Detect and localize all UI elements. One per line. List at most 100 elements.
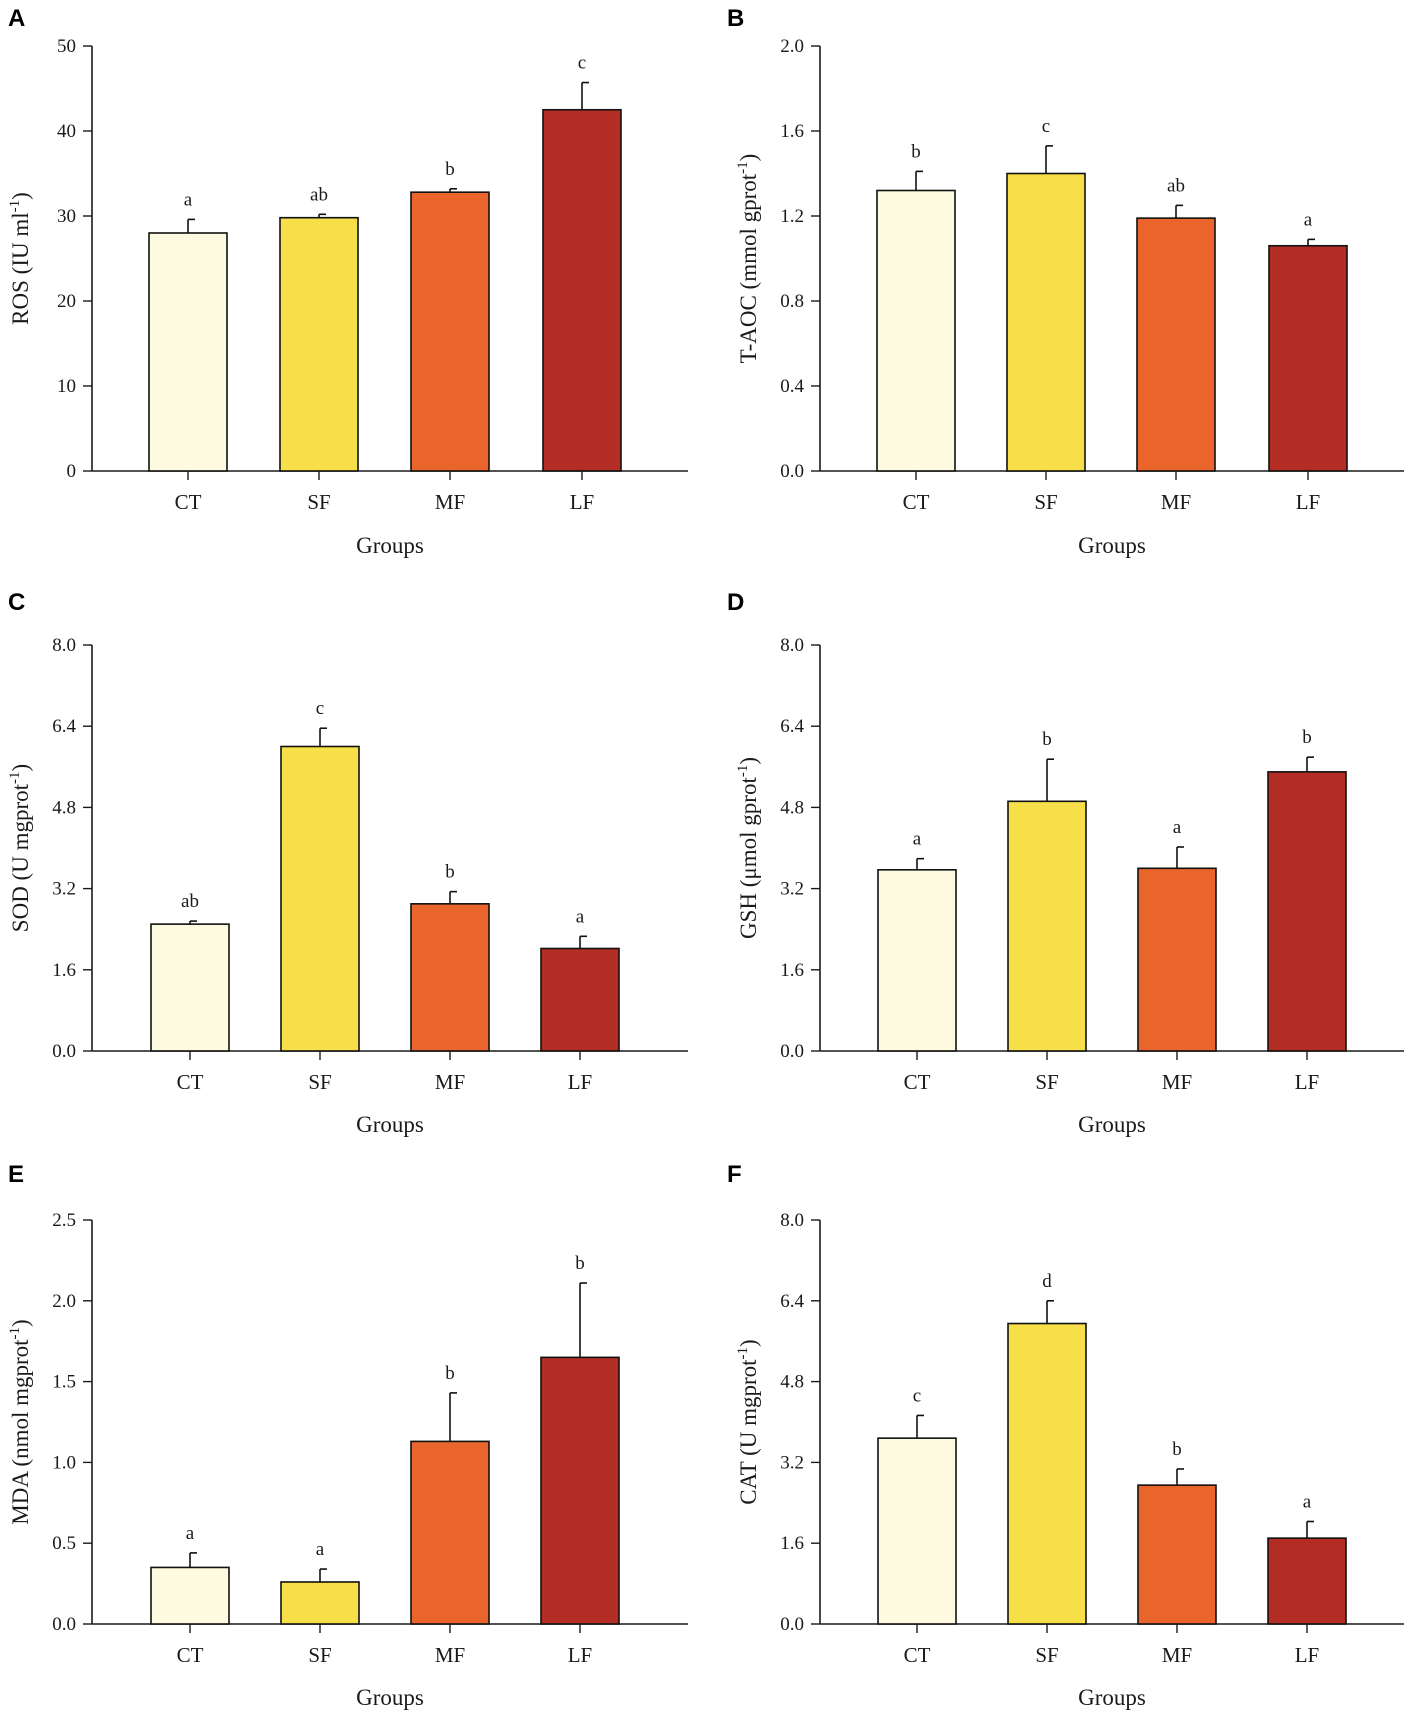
y-axis-title: SOD (U mgprot-1): [7, 764, 33, 932]
y-axis-title-superscript: -1: [7, 1327, 23, 1340]
y-tick-label: 6.4: [780, 716, 804, 737]
significance-label-ct: ab: [181, 891, 199, 912]
significance-label-ct: a: [913, 829, 922, 850]
significance-label-lf: c: [578, 53, 586, 74]
significance-label-mf: b: [445, 1363, 455, 1384]
y-axis-title-main: ROS (IU ml: [8, 212, 33, 324]
bar-ct: [876, 189, 956, 472]
x-category-label: CT: [177, 1643, 204, 1667]
y-axis-title: ROS (IU ml-1): [7, 192, 33, 325]
y-tick-label: 0.0: [780, 1041, 804, 1062]
panel-e: E 0.0 0.5 1.0 1.5 2.0 2.5 a CT a SF b MF b LF Groups MDA…: [7, 1161, 688, 1710]
y-tick-label: 6.4: [780, 1291, 804, 1312]
y-tick-label: 6.4: [52, 716, 76, 737]
y-tick-label: 0: [67, 461, 77, 482]
y-axis-title-close: ): [736, 1339, 761, 1347]
significance-label-ct: b: [911, 141, 921, 162]
x-category-label: SF: [308, 1643, 331, 1667]
y-tick-label: 3.2: [780, 879, 804, 900]
panel-b: B 0.0 0.4 0.8 1.2 1.6 2.0 b CT c SF ab MF a LF Groups T-…: [727, 5, 1404, 558]
significance-label-mf: b: [445, 862, 455, 883]
significance-label-ct: a: [184, 189, 193, 210]
bar-ct: [148, 232, 228, 472]
significance-label-ct: c: [913, 1385, 921, 1406]
y-tick-label: 4.8: [780, 797, 804, 818]
significance-label-lf: b: [1302, 727, 1312, 748]
y-tick-label: 4.8: [780, 1372, 804, 1393]
y-tick-label: 1.6: [780, 960, 804, 981]
y-axis-title-superscript: -1: [735, 161, 751, 174]
x-category-label: MF: [1162, 1643, 1192, 1667]
y-tick-label: 30: [57, 206, 76, 227]
y-tick-label: 0.0: [780, 461, 804, 482]
y-tick-label: 1.6: [780, 1533, 804, 1554]
x-category-label: SF: [1034, 490, 1057, 514]
bar-sf: [1006, 172, 1086, 472]
y-tick-label: 1.6: [52, 960, 76, 981]
bar-ct: [150, 923, 230, 1052]
x-axis-title: Groups: [356, 533, 424, 558]
x-category-label: LF: [570, 490, 595, 514]
x-category-label: LF: [1295, 1070, 1320, 1094]
x-axis-title: Groups: [356, 1685, 424, 1710]
x-category-label: MF: [1161, 490, 1191, 514]
y-axis-title-main: MDA (nmol mgprot: [8, 1339, 33, 1525]
y-axis-title-main: T-AOC (mmol gprot: [736, 173, 761, 363]
x-category-label: MF: [1162, 1070, 1192, 1094]
x-category-label: MF: [435, 1643, 465, 1667]
significance-label-mf: b: [1172, 1439, 1182, 1460]
y-axis-title-superscript: -1: [7, 200, 23, 213]
y-tick-label: 0.0: [780, 1614, 804, 1635]
panel-c: C 0.0 1.6 3.2 4.8 6.4 8.0 ab CT c SF b MF a LF Groups SO…: [7, 589, 688, 1137]
significance-label-lf: a: [576, 906, 585, 927]
y-tick-label: 2.0: [52, 1291, 76, 1312]
panel-a: A 0 10 20 30 40 50 a CT ab SF b MF c LF Groups ROS (IU m…: [7, 5, 688, 558]
bar-sf: [280, 745, 360, 1052]
bar-lf: [1267, 1537, 1347, 1625]
x-category-label: MF: [435, 490, 465, 514]
x-category-label: CT: [904, 1070, 931, 1094]
y-axis-title-superscript: -1: [735, 765, 751, 778]
bar-ct: [877, 869, 957, 1052]
y-axis-title-close: ): [736, 154, 761, 162]
x-category-label: CT: [175, 490, 202, 514]
significance-label-lf: a: [1303, 1491, 1312, 1512]
bar-sf: [1007, 1322, 1087, 1625]
panel-letter: B: [727, 5, 744, 32]
x-axis-title: Groups: [1078, 1685, 1146, 1710]
significance-label-mf: a: [1173, 817, 1182, 838]
x-category-label: SF: [1035, 1070, 1058, 1094]
panel-letter: C: [8, 589, 25, 616]
y-tick-label: 0.4: [780, 376, 804, 397]
y-axis-title: GSH (μmol gprot-1): [735, 757, 761, 939]
x-category-label: LF: [1296, 490, 1321, 514]
y-tick-label: 1.0: [52, 1452, 76, 1473]
bar-sf: [1007, 800, 1087, 1052]
y-tick-label: 0.5: [52, 1533, 76, 1554]
y-axis-title-close: ): [8, 192, 33, 200]
y-tick-label: 20: [57, 291, 76, 312]
bar-mf: [1137, 1484, 1217, 1625]
y-axis-title: MDA (nmol mgprot-1): [7, 1319, 33, 1524]
y-axis-title-main: SOD (U mgprot: [8, 783, 33, 932]
bar-sf: [280, 1581, 360, 1625]
x-category-label: CT: [904, 1643, 931, 1667]
panel-letter: E: [8, 1161, 24, 1188]
bar-ct: [877, 1437, 957, 1625]
y-tick-label: 1.6: [780, 121, 804, 142]
significance-label-sf: c: [1042, 116, 1050, 137]
bar-lf: [1267, 771, 1347, 1052]
bar-mf: [410, 191, 490, 472]
bar-mf: [410, 903, 490, 1052]
y-tick-label: 2.0: [780, 36, 804, 57]
x-category-label: CT: [177, 1070, 204, 1094]
x-category-label: LF: [568, 1643, 593, 1667]
bar-lf: [540, 947, 620, 1052]
y-axis-title-superscript: -1: [735, 1347, 751, 1360]
bar-lf: [540, 1356, 620, 1625]
y-axis-title-close: ): [8, 764, 33, 772]
y-tick-label: 1.2: [780, 206, 804, 227]
y-tick-label: 0.0: [52, 1614, 76, 1635]
y-axis-title-close: ): [736, 757, 761, 765]
